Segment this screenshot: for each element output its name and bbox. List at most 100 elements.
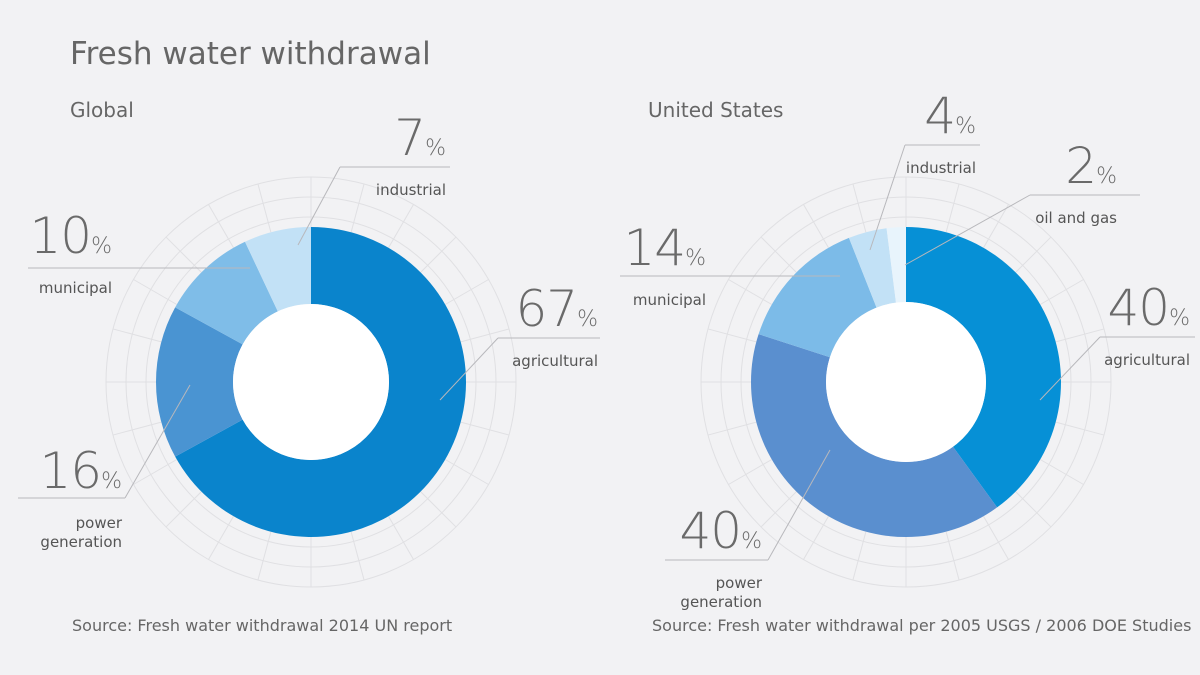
value-number: 14 — [623, 219, 686, 277]
source-note: Source: Fresh water withdrawal per 2005 … — [652, 616, 1192, 635]
value-unit: % — [685, 246, 706, 271]
value-number: 40 — [679, 502, 742, 560]
chart-title: United States — [648, 98, 784, 122]
grid-spoke — [707, 421, 757, 436]
value-unit: % — [955, 114, 976, 139]
grid-spoke — [945, 531, 960, 581]
grid-spoke — [1015, 491, 1052, 528]
leader-line — [1039, 336, 1101, 401]
chart-title: Global — [70, 98, 134, 122]
value-number: 10 — [29, 207, 92, 265]
grid-spoke — [983, 204, 1009, 249]
grid-spoke — [388, 515, 414, 560]
grid-spoke — [1055, 421, 1105, 436]
category-label: oil and gas — [1035, 209, 1117, 227]
grid-spoke — [208, 515, 234, 560]
data-label: 7% industrial — [336, 112, 446, 200]
grid-spoke — [1039, 279, 1084, 305]
leader-line — [767, 449, 831, 561]
donut-segment — [758, 237, 877, 358]
value-number: 40 — [1107, 279, 1170, 337]
grid-spoke — [112, 421, 162, 436]
grid-spoke — [945, 183, 960, 233]
category-label: municipal — [38, 279, 112, 297]
donut-segment — [245, 227, 311, 312]
donut-segment — [848, 228, 896, 308]
grid-spoke — [257, 183, 272, 233]
donut-segment — [886, 227, 906, 303]
grid-spoke — [707, 328, 757, 343]
grid-spoke — [760, 491, 797, 528]
value-unit: % — [91, 234, 112, 259]
grid-spoke — [444, 459, 489, 485]
grid-spoke — [1039, 459, 1084, 485]
data-label: 4% industrial — [866, 90, 976, 178]
grid-spoke — [460, 328, 510, 343]
leader-line — [124, 384, 191, 499]
grid-spoke — [1015, 236, 1052, 273]
value-unit: % — [741, 529, 762, 554]
value-number: 7 — [394, 109, 426, 167]
donut-segment — [175, 227, 467, 537]
data-label: 10% municipal — [2, 210, 112, 298]
value-unit: % — [1096, 164, 1117, 189]
leader-line — [904, 194, 1031, 266]
value-unit: % — [101, 469, 122, 494]
category-label: power generation — [40, 514, 122, 551]
data-label: 67% agricultural — [478, 283, 598, 371]
grid-spoke — [760, 236, 797, 273]
grid-spoke — [983, 515, 1009, 560]
grid-spoke — [444, 279, 489, 305]
grid-spoke — [1055, 328, 1105, 343]
donut-hole — [826, 302, 986, 462]
grid-spoke — [112, 328, 162, 343]
category-label: industrial — [905, 159, 976, 177]
value-number: 16 — [39, 442, 102, 500]
grid-spoke — [388, 204, 414, 249]
source-note: Source: Fresh water withdrawal 2014 UN r… — [72, 616, 453, 635]
donut-hole — [233, 304, 389, 460]
value-label: 40% — [1080, 282, 1190, 345]
grid-spoke — [852, 183, 867, 233]
grid-spoke — [420, 236, 457, 273]
grid-spoke — [728, 279, 773, 305]
grid-spoke — [133, 459, 178, 485]
donut-segment — [175, 241, 278, 345]
value-number: 2 — [1065, 137, 1097, 195]
value-label: 10% — [2, 210, 112, 273]
value-unit: % — [1169, 306, 1190, 331]
data-label: 2% oil and gas — [1007, 140, 1117, 228]
leader-line — [439, 337, 499, 401]
grid-spoke — [460, 421, 510, 436]
category-label: municipal — [632, 291, 706, 309]
grid-spoke — [165, 236, 202, 273]
grid-spoke — [852, 531, 867, 581]
value-label: 40% — [662, 505, 762, 568]
value-label: 67% — [478, 283, 598, 346]
value-unit: % — [425, 136, 446, 161]
value-label: 4% — [866, 90, 976, 153]
grid-spoke — [803, 515, 829, 560]
page-title: Fresh water withdrawal — [70, 36, 431, 72]
data-label: 16% power generation — [12, 445, 122, 552]
value-label: 16% — [12, 445, 122, 508]
value-label: 7% — [336, 112, 446, 175]
category-label: power generation — [680, 574, 762, 611]
grid-spoke — [257, 531, 272, 581]
grid-spoke — [350, 183, 365, 233]
grid-spoke — [728, 459, 773, 485]
grid-spoke — [350, 531, 365, 581]
grid-spoke — [133, 279, 178, 305]
data-label: 14% municipal — [596, 222, 706, 310]
value-label: 2% — [1007, 140, 1117, 203]
grid-spoke — [420, 491, 457, 528]
donut-segment — [750, 334, 998, 537]
value-number: 4 — [924, 87, 956, 145]
donut-segment — [156, 307, 243, 457]
data-label: 40% power generation — [662, 505, 762, 612]
value-number: 67 — [515, 280, 578, 338]
value-unit: % — [577, 307, 598, 332]
grid-spoke — [165, 491, 202, 528]
